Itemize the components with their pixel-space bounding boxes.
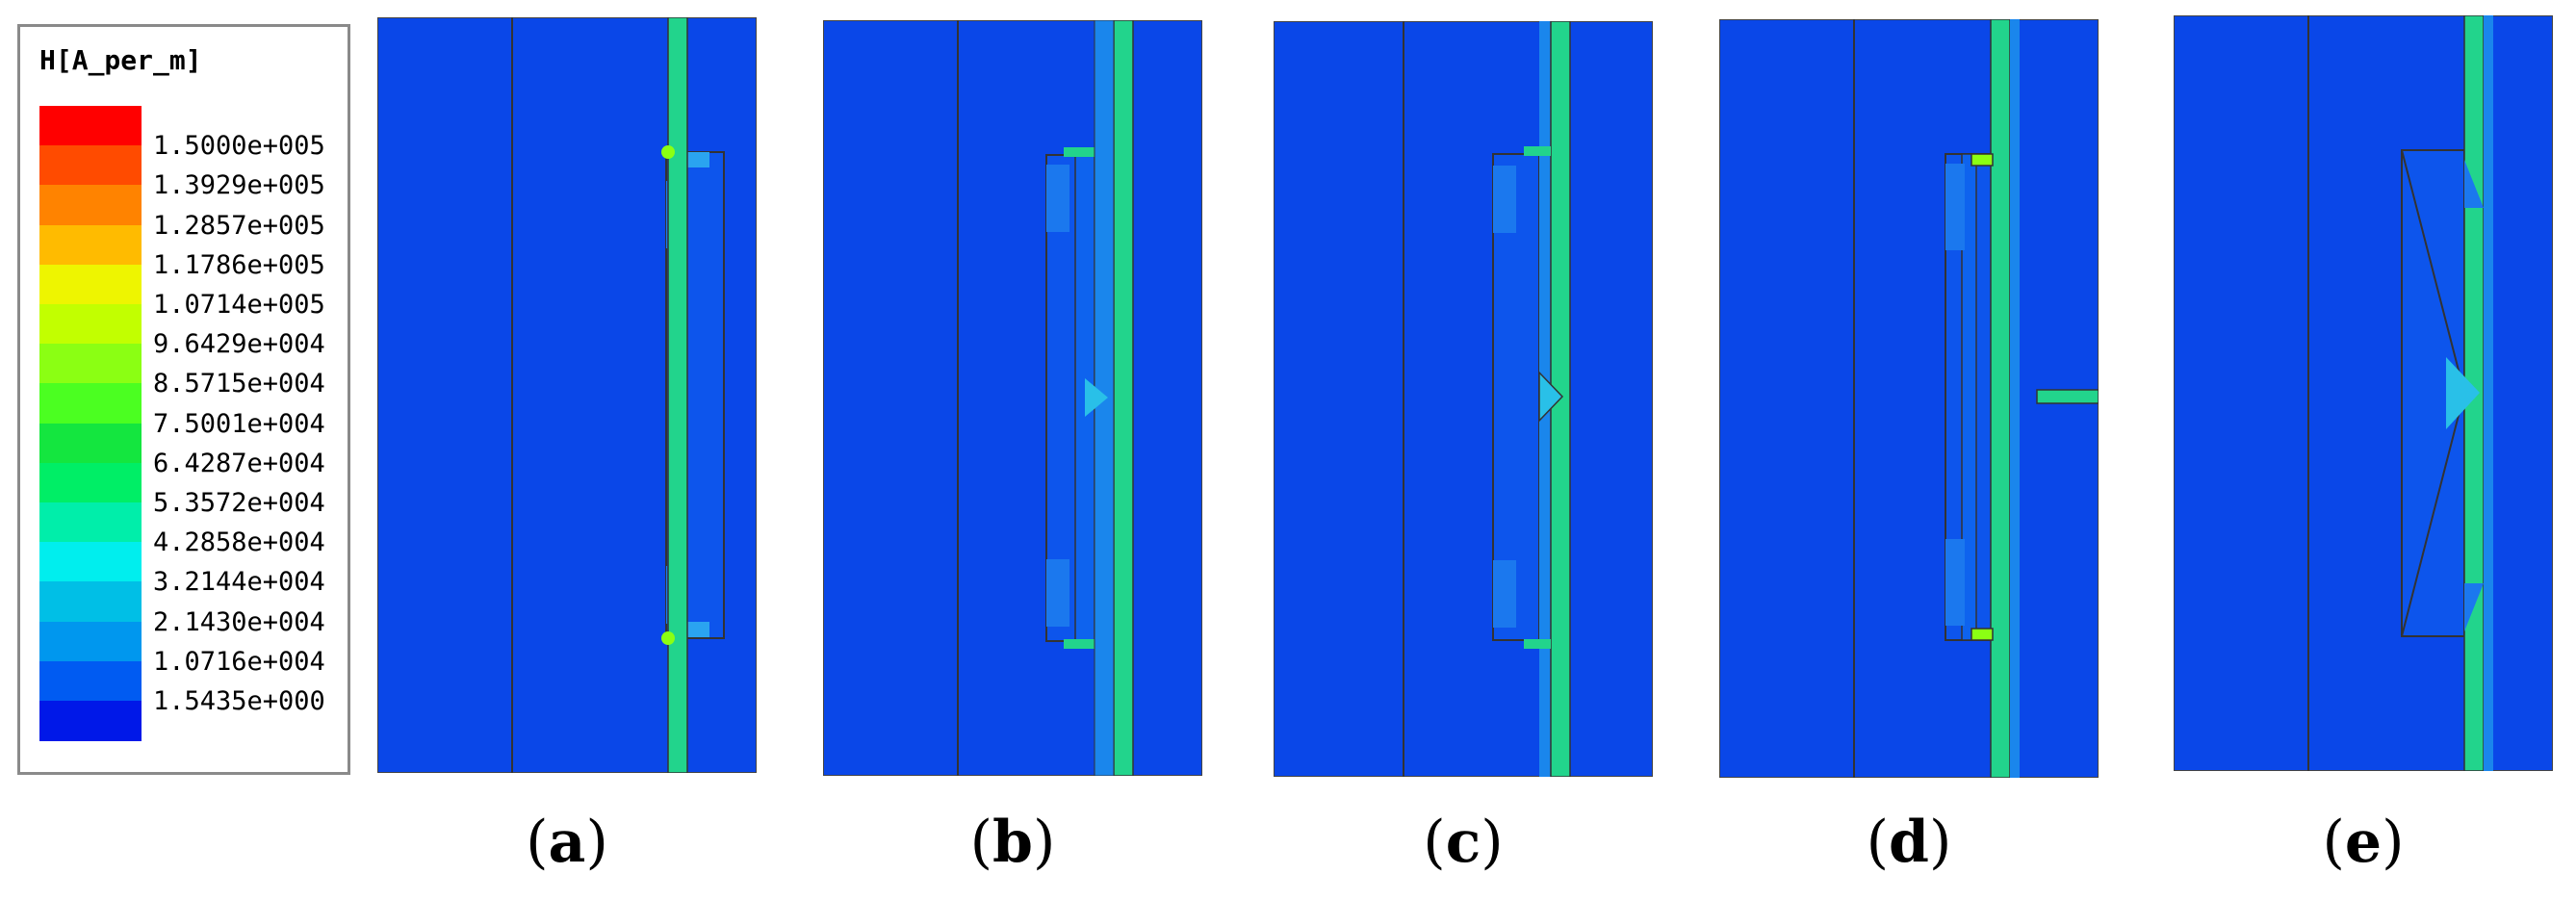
legend-swatch	[39, 383, 142, 424]
panel-b	[823, 20, 1202, 776]
field-plot-a	[377, 17, 757, 773]
legend-swatch	[39, 542, 142, 582]
legend-tick-label: 1.0716e+004	[153, 646, 325, 677]
legend-swatch	[39, 423, 142, 464]
legend-tick-label: 1.1786e+005	[153, 249, 325, 280]
color-legend: H[A_per_m] 1.5000e+005 1.3929e+005 1.2857e…	[17, 24, 350, 775]
field-plot-e	[2174, 15, 2553, 771]
legend-tick-label: 1.2857e+005	[153, 210, 325, 241]
panel-e	[2174, 15, 2553, 771]
legend-tick-label: 5.3572e+004	[153, 488, 325, 518]
legend-swatch	[39, 106, 142, 146]
legend-swatch	[39, 621, 142, 662]
legend-swatch	[39, 304, 142, 345]
panel-a	[377, 17, 757, 773]
legend-tick-label: 1.5000e+005	[153, 131, 325, 162]
legend-swatch	[39, 185, 142, 226]
field-plot-b	[823, 20, 1202, 776]
legend-swatch	[39, 224, 142, 266]
legend-tick-label: 9.6429e+004	[153, 329, 325, 360]
legend-swatch	[39, 660, 142, 702]
legend-swatch	[39, 502, 142, 543]
legend-tick-label: 2.1430e+004	[153, 606, 325, 637]
legend-swatch	[39, 701, 142, 741]
caption-a: (a)	[526, 809, 608, 876]
legend-swatch	[39, 344, 142, 384]
legend-tick-label: 8.5715e+004	[153, 369, 325, 399]
legend-swatch	[39, 264, 142, 305]
legend-tick-label: 1.3929e+005	[153, 170, 325, 201]
legend-tick-label: 7.5001e+004	[153, 408, 325, 439]
legend-tick-label: 4.2858e+004	[153, 527, 325, 558]
legend-swatch	[39, 581, 142, 623]
legend-swatch	[39, 145, 142, 186]
caption-e: (e)	[2322, 809, 2405, 876]
field-plot-c	[1274, 21, 1653, 777]
panel-d	[1719, 19, 2099, 778]
legend-swatch	[39, 462, 142, 503]
caption-b: (b)	[969, 809, 1056, 876]
panel-c	[1274, 21, 1653, 777]
legend-tick-label: 3.2144e+004	[153, 567, 325, 598]
legend-title: H[A_per_m]	[39, 44, 202, 76]
legend-tick-label: 1.5435e+000	[153, 686, 325, 716]
legend-tick-label: 1.0714e+005	[153, 290, 325, 320]
legend-tick-label: 6.4287e+004	[153, 448, 325, 478]
field-plot-d	[1719, 19, 2099, 778]
caption-c: (c)	[1423, 809, 1504, 876]
caption-d: (d)	[1866, 809, 1952, 876]
